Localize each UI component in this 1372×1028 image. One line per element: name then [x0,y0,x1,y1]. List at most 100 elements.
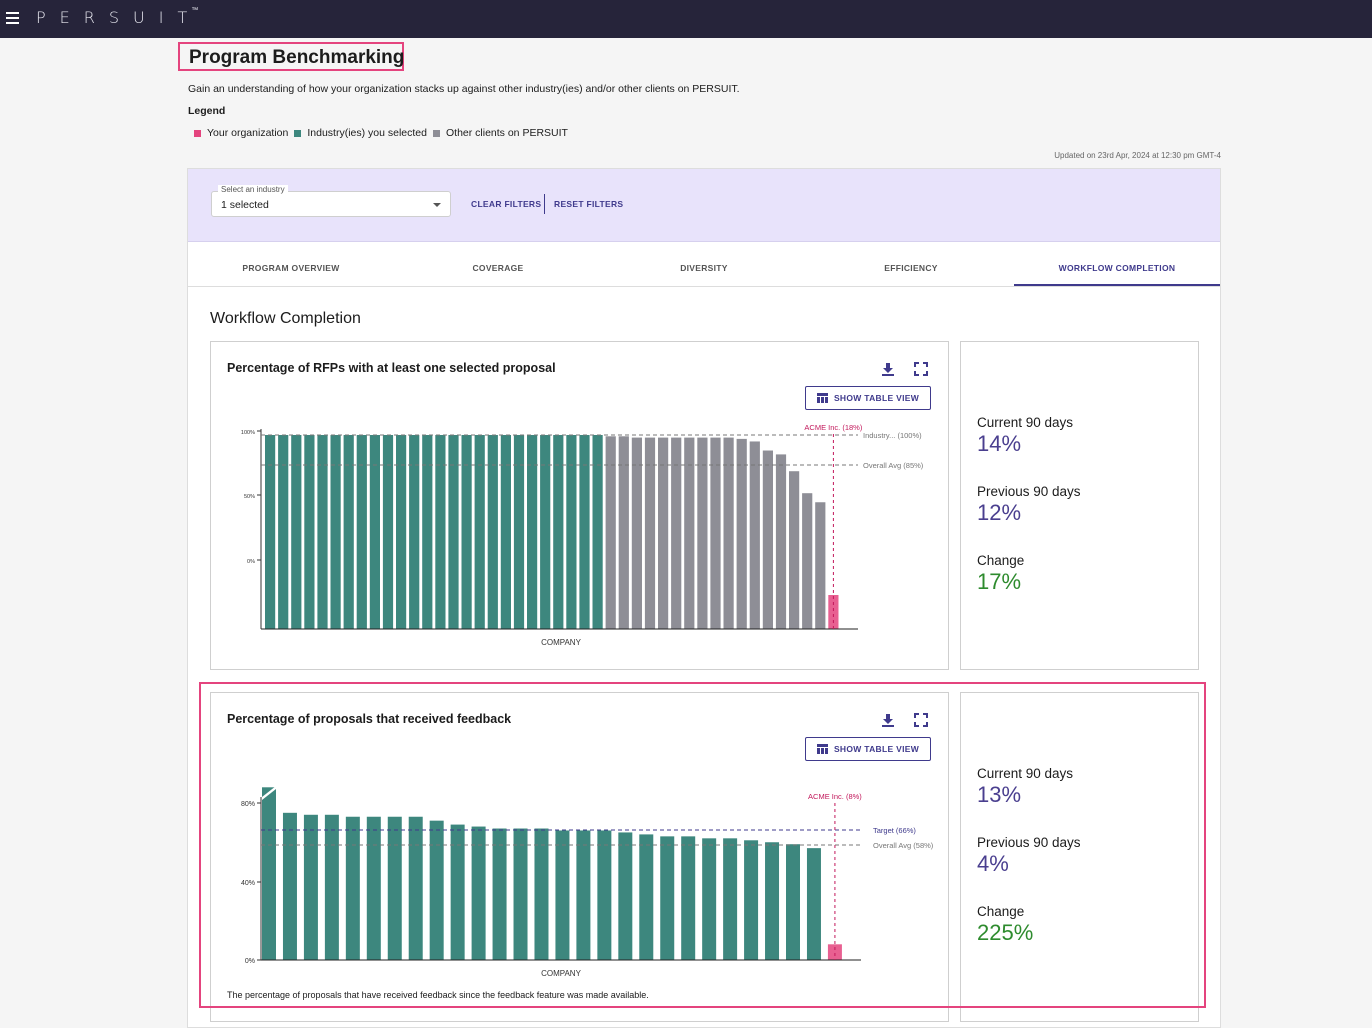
bar [262,787,276,960]
y-tick-label: 100% [241,430,255,436]
y-tick-label: 0% [245,958,255,965]
bar [409,435,420,629]
bar [681,836,696,960]
legend-item-other-clients: Other clients on PERSUIT [432,127,568,139]
reference-line-label: Overall Avg (85%) [863,461,924,470]
bar [762,450,773,629]
y-tick-label: 80% [241,801,255,808]
bar [618,832,633,960]
bar [278,435,289,629]
bar [527,435,538,629]
industry-select-value: 1 selected [221,199,269,211]
previous-90-days-value: 4% [977,851,1009,876]
bar [697,437,708,629]
reset-filters-button[interactable]: RESET FILTERS [554,199,624,209]
filter-divider [544,194,545,214]
legend-swatch [194,129,201,137]
table-icon [816,744,828,754]
bar [282,812,297,960]
page-title: Program Benchmarking [178,42,404,71]
bar [775,454,787,629]
bar-chart-proposals-feedback: 80% 40% 0% COMPANY Target (66%) Overall Avg (… [241,786,934,978]
reference-line-label: Target (66%) [873,826,916,835]
bar [492,828,507,960]
page-subtitle: Gain an understanding of how your organi… [188,83,740,95]
bar [828,595,839,629]
updated-timestamp: Updated on 23rd Apr, 2024 at 12:30 pm GM… [1054,151,1221,160]
bar [744,840,759,960]
show-table-view-label: SHOW TABLE VIEW [833,393,920,403]
tab-efficiency[interactable]: EFFICIENCY [884,263,938,273]
y-tick-label: 40% [241,880,255,887]
org-marker-label: ACME Inc. (8%) [808,792,862,801]
bar [786,844,800,960]
bar [597,830,612,960]
change-label: Change [977,904,1025,919]
bar [487,435,498,629]
bar [592,435,603,629]
bar [513,828,528,960]
bar [789,471,800,629]
y-tick-label: 0% [247,559,255,565]
current-90-days-label: Current 90 days [977,766,1074,781]
menu-icon[interactable] [6,12,19,27]
bar [684,437,695,629]
tab-program-overview[interactable]: PROGRAM OVERVIEW [242,263,340,273]
stats-card-proposals-feedback: Current 90 days 13% Previous 90 days 4% … [960,692,1199,1022]
fullscreen-icon[interactable] [913,361,929,377]
show-table-view-button[interactable]: SHOW TABLE VIEW [805,737,931,761]
download-icon[interactable] [880,361,896,377]
bar [802,493,813,629]
bar [291,435,302,629]
bar [422,435,433,629]
bar [265,435,276,629]
bar [450,824,465,960]
bar [330,435,341,629]
bar [324,814,339,960]
bar-overflow-indicator [262,786,276,800]
change-value: 17% [977,569,1022,594]
tab-coverage[interactable]: COVERAGE [472,263,524,273]
bar [723,838,738,960]
current-90-days-value: 13% [977,782,1022,807]
bar [408,816,423,960]
bar [723,437,734,629]
bar [806,848,821,960]
x-axis-label: COMPANY [541,638,582,647]
bar [435,435,446,629]
industry-select[interactable]: Select an industry 1 selected [211,185,451,217]
chevron-down-icon [433,203,441,207]
x-axis-label: COMPANY [541,969,582,978]
bar [513,435,525,629]
bar [396,435,407,629]
reference-line-label: Industry... (100%) [863,431,922,440]
legend-swatch [432,129,440,137]
bar [387,816,402,960]
download-icon[interactable] [880,712,896,728]
bar [710,437,721,629]
bar-chart-rfps-selected: 100% 50% 0% COMPANY Industry... (100%) Overal… [241,423,924,647]
fullscreen-icon[interactable] [913,712,929,728]
current-90-days-value: 14% [977,431,1022,456]
previous-90-days-label: Previous 90 days [977,835,1081,850]
table-icon [816,393,828,403]
bar [303,814,318,960]
show-table-view-button[interactable]: SHOW TABLE VIEW [805,386,931,410]
filter-bar: Select an industry 1 selected CLEAR FILT… [188,169,1220,242]
tab-diversity[interactable]: DIVERSITY [680,263,728,273]
bar [471,826,486,960]
bar [343,435,354,629]
bar [671,437,682,629]
top-bar: PERSUIT™ [0,0,1372,38]
bar [644,437,656,629]
bar [579,435,590,629]
chart-card-rfps-selected: Percentage of RFPs with at least one sel… [210,341,949,670]
bar [448,435,459,629]
bar [369,435,380,629]
logo-text: PERSUIT [36,8,202,27]
tab-bar: PROGRAM OVERVIEW COVERAGE DIVERSITY EFFI… [188,252,1220,287]
bar [605,436,616,629]
clear-filters-button[interactable]: CLEAR FILTERS [471,199,542,209]
tab-workflow-completion[interactable]: WORKFLOW COMPLETION [1014,252,1220,286]
persuit-logo[interactable]: PERSUIT™ [36,6,208,27]
